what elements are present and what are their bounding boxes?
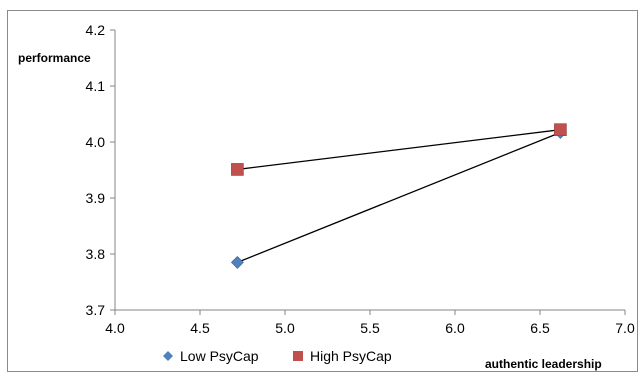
y-tick-label: 3.9: [86, 190, 106, 206]
x-tick-label: 5.5: [360, 320, 380, 336]
x-axis-label: authentic leadership: [485, 357, 602, 371]
series-line: [237, 129, 561, 171]
legend-label: Low PsyCap: [180, 348, 259, 364]
x-tick-label: 6.0: [445, 320, 465, 336]
data-point-diamond: [230, 255, 244, 269]
y-tick-label: 3.8: [86, 246, 106, 262]
series-lines: [237, 129, 561, 264]
data-point-square: [231, 163, 244, 176]
legend: Low PsyCap High PsyCap: [163, 348, 392, 364]
y-tick-label: 4.0: [86, 134, 106, 150]
x-tick-label: 4.5: [190, 320, 210, 336]
series-line: [237, 131, 561, 264]
x-tick-label: 4.0: [105, 320, 125, 336]
x-tick-label: 6.5: [530, 320, 550, 336]
y-tick-label: 3.7: [86, 302, 106, 318]
y-tick-label: 4.2: [86, 22, 106, 38]
y-tick-labels: 3.7 3.8 3.9 4.0 4.1 4.2: [86, 22, 106, 318]
x-tick-label: 7.0: [615, 320, 635, 336]
legend-label: High PsyCap: [310, 348, 392, 364]
chart-frame: [7, 10, 638, 372]
data-point-square: [554, 123, 567, 136]
x-tick-label: 5.0: [275, 320, 295, 336]
legend-swatch-square: [293, 351, 303, 361]
axes: [110, 29, 626, 315]
series-markers: [230, 123, 567, 269]
legend-swatch-diamond: [163, 351, 173, 361]
y-tick-label: 4.1: [86, 78, 106, 94]
x-tick-labels: 4.0 4.5 5.0 5.5 6.0 6.5 7.0: [105, 320, 635, 336]
y-axis-label: performance: [18, 51, 91, 65]
